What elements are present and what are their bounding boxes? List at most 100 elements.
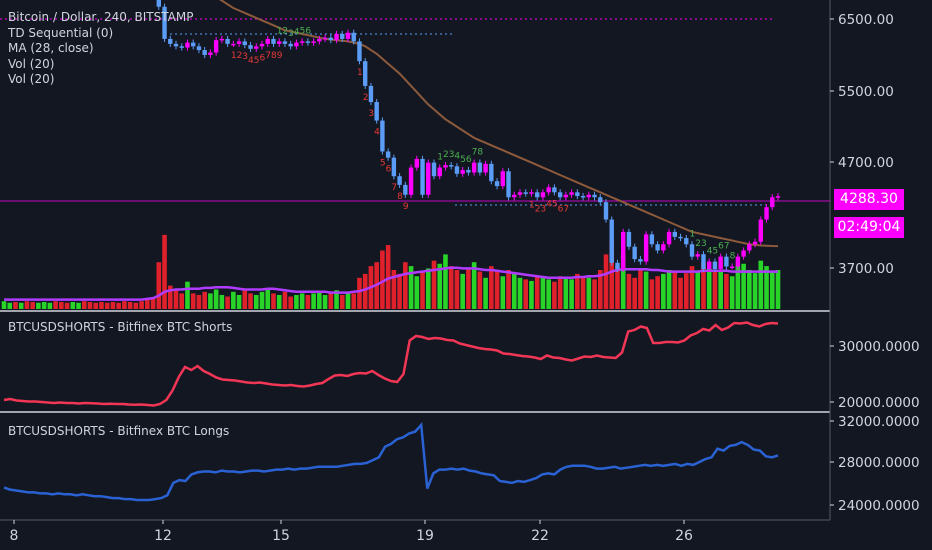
candle-body [580,196,586,198]
shorts-series-line [3,321,779,407]
y-tick-label: 20000.0000 [838,395,920,411]
shorts-pane-label[interactable]: BTCUSDSHORTS - Bitfinex BTC Shorts [8,320,233,334]
volume-bar [317,291,322,309]
volume-bar [133,302,139,309]
volume-bar [202,291,207,309]
td-sequential-count: 5 [712,247,718,257]
volume-bar [609,240,615,309]
td-sequential-count: 2 [282,26,288,36]
candle-body [758,219,763,242]
td-sequential-count: 4 [707,247,713,257]
volume-bar [271,293,276,309]
volume-bar [64,302,70,309]
volume-bar [471,262,477,309]
volume-bar [569,279,574,309]
td-sequential-count: 7 [563,204,569,214]
longs-pane-label[interactable]: BTCUSDSHORTS - Bitfinex BTC Longs [8,424,230,438]
volume-bar [53,301,58,309]
indicator-volume-2[interactable]: Vol (20) [8,72,55,86]
volume-bar [351,293,357,309]
candle-body [621,231,626,269]
volume-bar [500,276,506,309]
candle-body [334,33,339,41]
volume-bar [724,273,729,309]
candle-body [420,158,425,195]
candle-body [729,266,735,269]
indicator-td-sequential[interactable]: TD Sequential (0) [8,25,114,40]
volume-bar [334,290,339,309]
volume-bar [391,270,397,309]
candle-body [770,197,775,208]
volume-bar [36,302,41,309]
volume-bar [190,293,196,309]
volume-bar [265,288,271,309]
candle-body [225,38,230,44]
td-sequential-count: 2 [363,93,369,103]
volume-bar [431,260,437,309]
candle-body [351,32,356,42]
volume-bar [701,262,706,309]
volume-bar [712,271,718,309]
volume-bar [506,270,511,309]
candle-body [162,6,167,39]
candle-body [649,234,655,245]
volume-bar [448,266,454,309]
candle-body [626,231,632,247]
td-sequential-count: 3 [540,204,546,214]
volume-bar [145,299,150,309]
candle-body [752,241,758,245]
td-sequential-count: 6 [466,155,472,165]
moving-average-line [219,0,779,248]
indicator-volume-1[interactable]: Vol (20) [8,56,55,71]
td-sequential-count: 5 [380,158,386,168]
volume-bar [483,277,488,309]
volume-bar [179,293,185,309]
candle-body [512,194,517,198]
candle-body [363,61,368,86]
candle-body [414,158,419,168]
y-tick-label: 32000.0000 [838,414,920,430]
candle-body [563,194,569,198]
candle-body [471,162,477,173]
volume-bar [655,276,660,309]
td-sequential-count: 6 [305,26,311,36]
volume-bar [282,291,288,309]
td-sequential-count: 8 [271,51,277,61]
volume-bar [764,266,769,309]
candle-body [254,46,259,49]
volume-bar [494,271,500,309]
td-sequential-count: 4 [454,151,460,161]
td-sequential-count: 4 [248,56,254,66]
candle-body [661,244,666,251]
candle-body [248,45,253,49]
volume-bar [253,294,259,309]
candle-body [231,43,236,46]
candle-body [380,120,385,152]
candle-body [460,170,465,174]
volume-bar [196,294,202,309]
candle-body [712,261,718,269]
candle-body [707,261,712,269]
volume-bar [156,262,162,309]
td-sequential-count: 7 [472,148,478,158]
symbol-title[interactable]: Bitcoin / Dollar, 240, BITSTAMP [8,10,194,24]
candle-body [678,236,683,239]
indicator-moving-average[interactable]: MA (28, close) [8,41,94,55]
volume-bar [259,291,265,309]
candle-body [271,38,276,44]
x-tick-label: 26 [675,528,693,544]
candle-body [552,187,557,193]
candle-body [506,171,511,198]
td-sequential-count: 9 [403,202,409,212]
td-sequential-count: 2 [535,204,541,214]
volume-bar [385,245,391,309]
td-sequential-count: 3 [449,150,455,160]
volume-bar [116,302,121,309]
volume-bar [489,266,494,309]
volume-bar [758,260,764,309]
td-sequential-count: 3 [242,52,248,62]
volume-bar [362,273,368,309]
volume-bar [460,273,465,309]
volume-bar [557,276,563,309]
